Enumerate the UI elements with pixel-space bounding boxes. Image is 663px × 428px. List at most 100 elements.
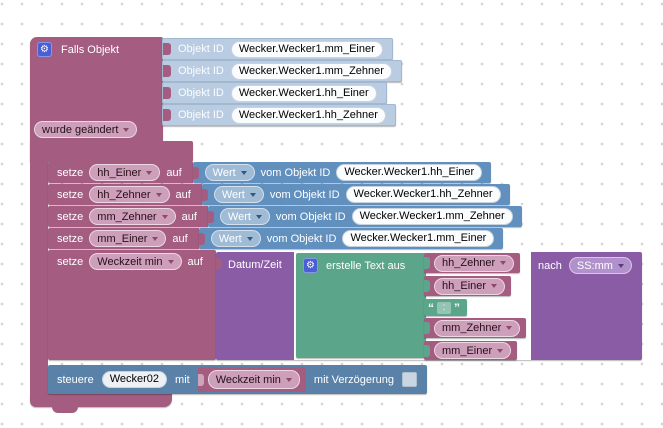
variable-arg-block[interactable]: mm_Einer [424,341,518,360]
variable-dropdown[interactable]: Weckzeit min [89,253,182,270]
dropdown-arrow-icon [146,170,153,175]
set-variable-block[interactable]: setze mm_Zehner auf Wert vom Objekt ID W… [48,206,522,227]
set-variable-block[interactable]: setze hh_Einer auf Wert vom Objekt ID We… [48,162,492,183]
next-statement-connector [52,406,78,413]
set-variable-segment[interactable]: setze hh_Zehner auf [48,184,202,205]
objekt-id-field[interactable]: Wecker.Wecker1.hh_Zehner [230,106,386,124]
variable-dropdown[interactable]: mm_Einer [434,342,512,359]
objekt-id-label: Objekt ID [178,109,224,121]
dropdown-arrow-icon [491,284,498,288]
connector-tab [163,109,171,121]
variable-name: hh_Einer [442,280,487,292]
set-variable-segment[interactable]: setze mm_Einer auf [48,228,199,249]
gear-icon[interactable]: ⚙ [303,258,318,273]
delay-checkbox[interactable] [402,372,418,387]
value-type-dropdown[interactable]: Wert [210,230,261,247]
variable-dropdown[interactable]: hh_Einer [89,164,161,181]
set-weckzeit-block[interactable]: setze Weckzeit min auf [48,250,216,360]
trigger-type-dropdown[interactable]: wurde geändert [34,121,138,138]
objekt-id-block[interactable]: Objekt ID Wecker.Wecker1.mm_Einer [162,38,393,60]
format-value: SS:mm [576,259,613,272]
objekt-id-label: Objekt ID [178,87,224,99]
create-text-label: erstelle Text aus [326,259,406,272]
variable-dropdown[interactable]: Weckzeit min [207,370,300,389]
value-type-dropdown[interactable]: Wert [204,164,255,181]
set-variable-block[interactable]: setze mm_Einer auf Wert vom Objekt ID We… [48,228,504,249]
variable-arg-block[interactable]: hh_Einer [424,276,512,296]
variable-name: mm_Einer [97,232,148,245]
trigger-block-foot[interactable] [30,393,172,407]
variable-dropdown[interactable]: mm_Zehner [434,319,521,337]
set-verb: setze [57,255,84,268]
variable-dropdown[interactable]: mm_Einer [89,230,167,247]
objekt-id-block[interactable]: Objekt ID Wecker.Wecker1.hh_Einer [162,82,387,104]
from-object-label: vom Objekt ID [260,166,331,179]
connector-tab [163,43,171,55]
variable-value-block[interactable]: Weckzeit min [197,367,306,392]
datetime-label: Datum/Zeit [228,259,282,271]
quote-close: ” [454,300,460,315]
set-variable-segment[interactable]: setze hh_Einer auf [48,162,193,183]
format-label: nach [538,259,562,272]
trigger-type-label: wurde geändert [42,123,119,136]
variable-name: Weckzeit min [215,373,281,386]
objekt-id-field[interactable]: Wecker.Wecker1.hh_Einer [230,84,377,102]
variable-name: hh_Einer [97,166,142,179]
object-id-field[interactable]: Wecker.Wecker1.mm_Einer [342,230,495,247]
dropdown-arrow-icon [255,214,262,219]
trigger-block-header: ⚙ Falls Objekt [37,42,119,57]
variable-name: hh_Zehner [97,188,151,201]
variable-dropdown[interactable]: hh_Einer [434,277,506,295]
variable-dropdown[interactable]: hh_Zehner [89,186,170,203]
variable-name: Weckzeit min [97,255,163,268]
get-value-block[interactable]: Wert vom Objekt ID Wecker.Wecker1.mm_Ein… [198,228,504,249]
objekt-id-field[interactable]: Wecker.Wecker1.mm_Einer [230,40,383,58]
objekt-id-block[interactable]: Objekt ID Wecker.Wecker1.hh_Zehner [162,104,396,126]
objekt-id-field[interactable]: Wecker.Wecker1.mm_Zehner [230,62,392,80]
gear-icon[interactable]: ⚙ [37,42,52,57]
dropdown-arrow-icon [152,236,159,241]
set-variable-block[interactable]: setze hh_Zehner auf Wert vom Objekt ID W… [48,184,510,205]
device-field[interactable]: Wecker02 [101,371,168,388]
connector-tab [424,257,430,269]
variable-arg-block[interactable]: hh_Zehner [424,253,521,273]
object-id-field[interactable]: Wecker.Wecker1.hh_Einer [336,164,483,181]
objekt-id-label: Objekt ID [178,65,224,77]
variable-name: mm_Zehner [442,322,502,334]
set-weckzeit-header: setze Weckzeit min auf [57,253,203,270]
dropdown-arrow-icon [167,259,174,264]
variable-dropdown[interactable]: mm_Zehner [89,208,176,225]
dropdown-arrow-icon [285,377,292,382]
trigger-block-spine[interactable] [30,162,48,393]
set-variable-segment[interactable]: setze mm_Zehner auf [48,206,208,227]
get-value-block[interactable]: Wert vom Objekt ID Wecker.Wecker1.hh_Ein… [192,162,492,183]
connector-tab [216,258,222,270]
connector-tab [424,322,430,334]
value-type-dropdown[interactable]: Wert [219,208,270,225]
delay-label: mit Verzögerung [313,373,395,386]
create-text-header: ⚙ erstelle Text aus [303,258,405,273]
object-id-field[interactable]: Wecker.Wecker1.hh_Zehner [345,186,501,203]
text-literal-block[interactable]: “ : ” [424,299,467,316]
create-text-block[interactable]: ⚙ erstelle Text aus [296,253,426,358]
value-type-dropdown[interactable]: Wert [213,186,264,203]
connector-tab [201,188,208,201]
control-device-block[interactable]: steuere Wecker02 mit Weckzeit min mit Ve… [48,365,428,394]
objekt-id-block[interactable]: Objekt ID Wecker.Wecker1.mm_Zehner [162,60,402,82]
text-literal-field[interactable]: : [437,301,451,314]
variable-name: mm_Einer [442,344,493,357]
object-id-field[interactable]: Wecker.Wecker1.mm_Zehner [351,208,513,225]
format-row: nach SS:mm [538,257,632,274]
set-verb: setze [57,166,84,179]
dropdown-arrow-icon [617,263,624,268]
from-object-label: vom Objekt ID [266,232,337,245]
get-value-block[interactable]: Wert vom Objekt ID Wecker.Wecker1.mm_Zeh… [207,206,522,227]
get-value-block[interactable]: Wert vom Objekt ID Wecker.Wecker1.hh_Zeh… [201,184,510,205]
variable-dropdown[interactable]: hh_Zehner [434,254,515,272]
variable-name: mm_Zehner [97,210,157,223]
trigger-block-ack-extension[interactable] [30,141,193,162]
variable-arg-block[interactable]: mm_Zehner [424,318,527,338]
dropdown-arrow-icon [500,261,507,265]
format-dropdown[interactable]: SS:mm [568,257,632,274]
